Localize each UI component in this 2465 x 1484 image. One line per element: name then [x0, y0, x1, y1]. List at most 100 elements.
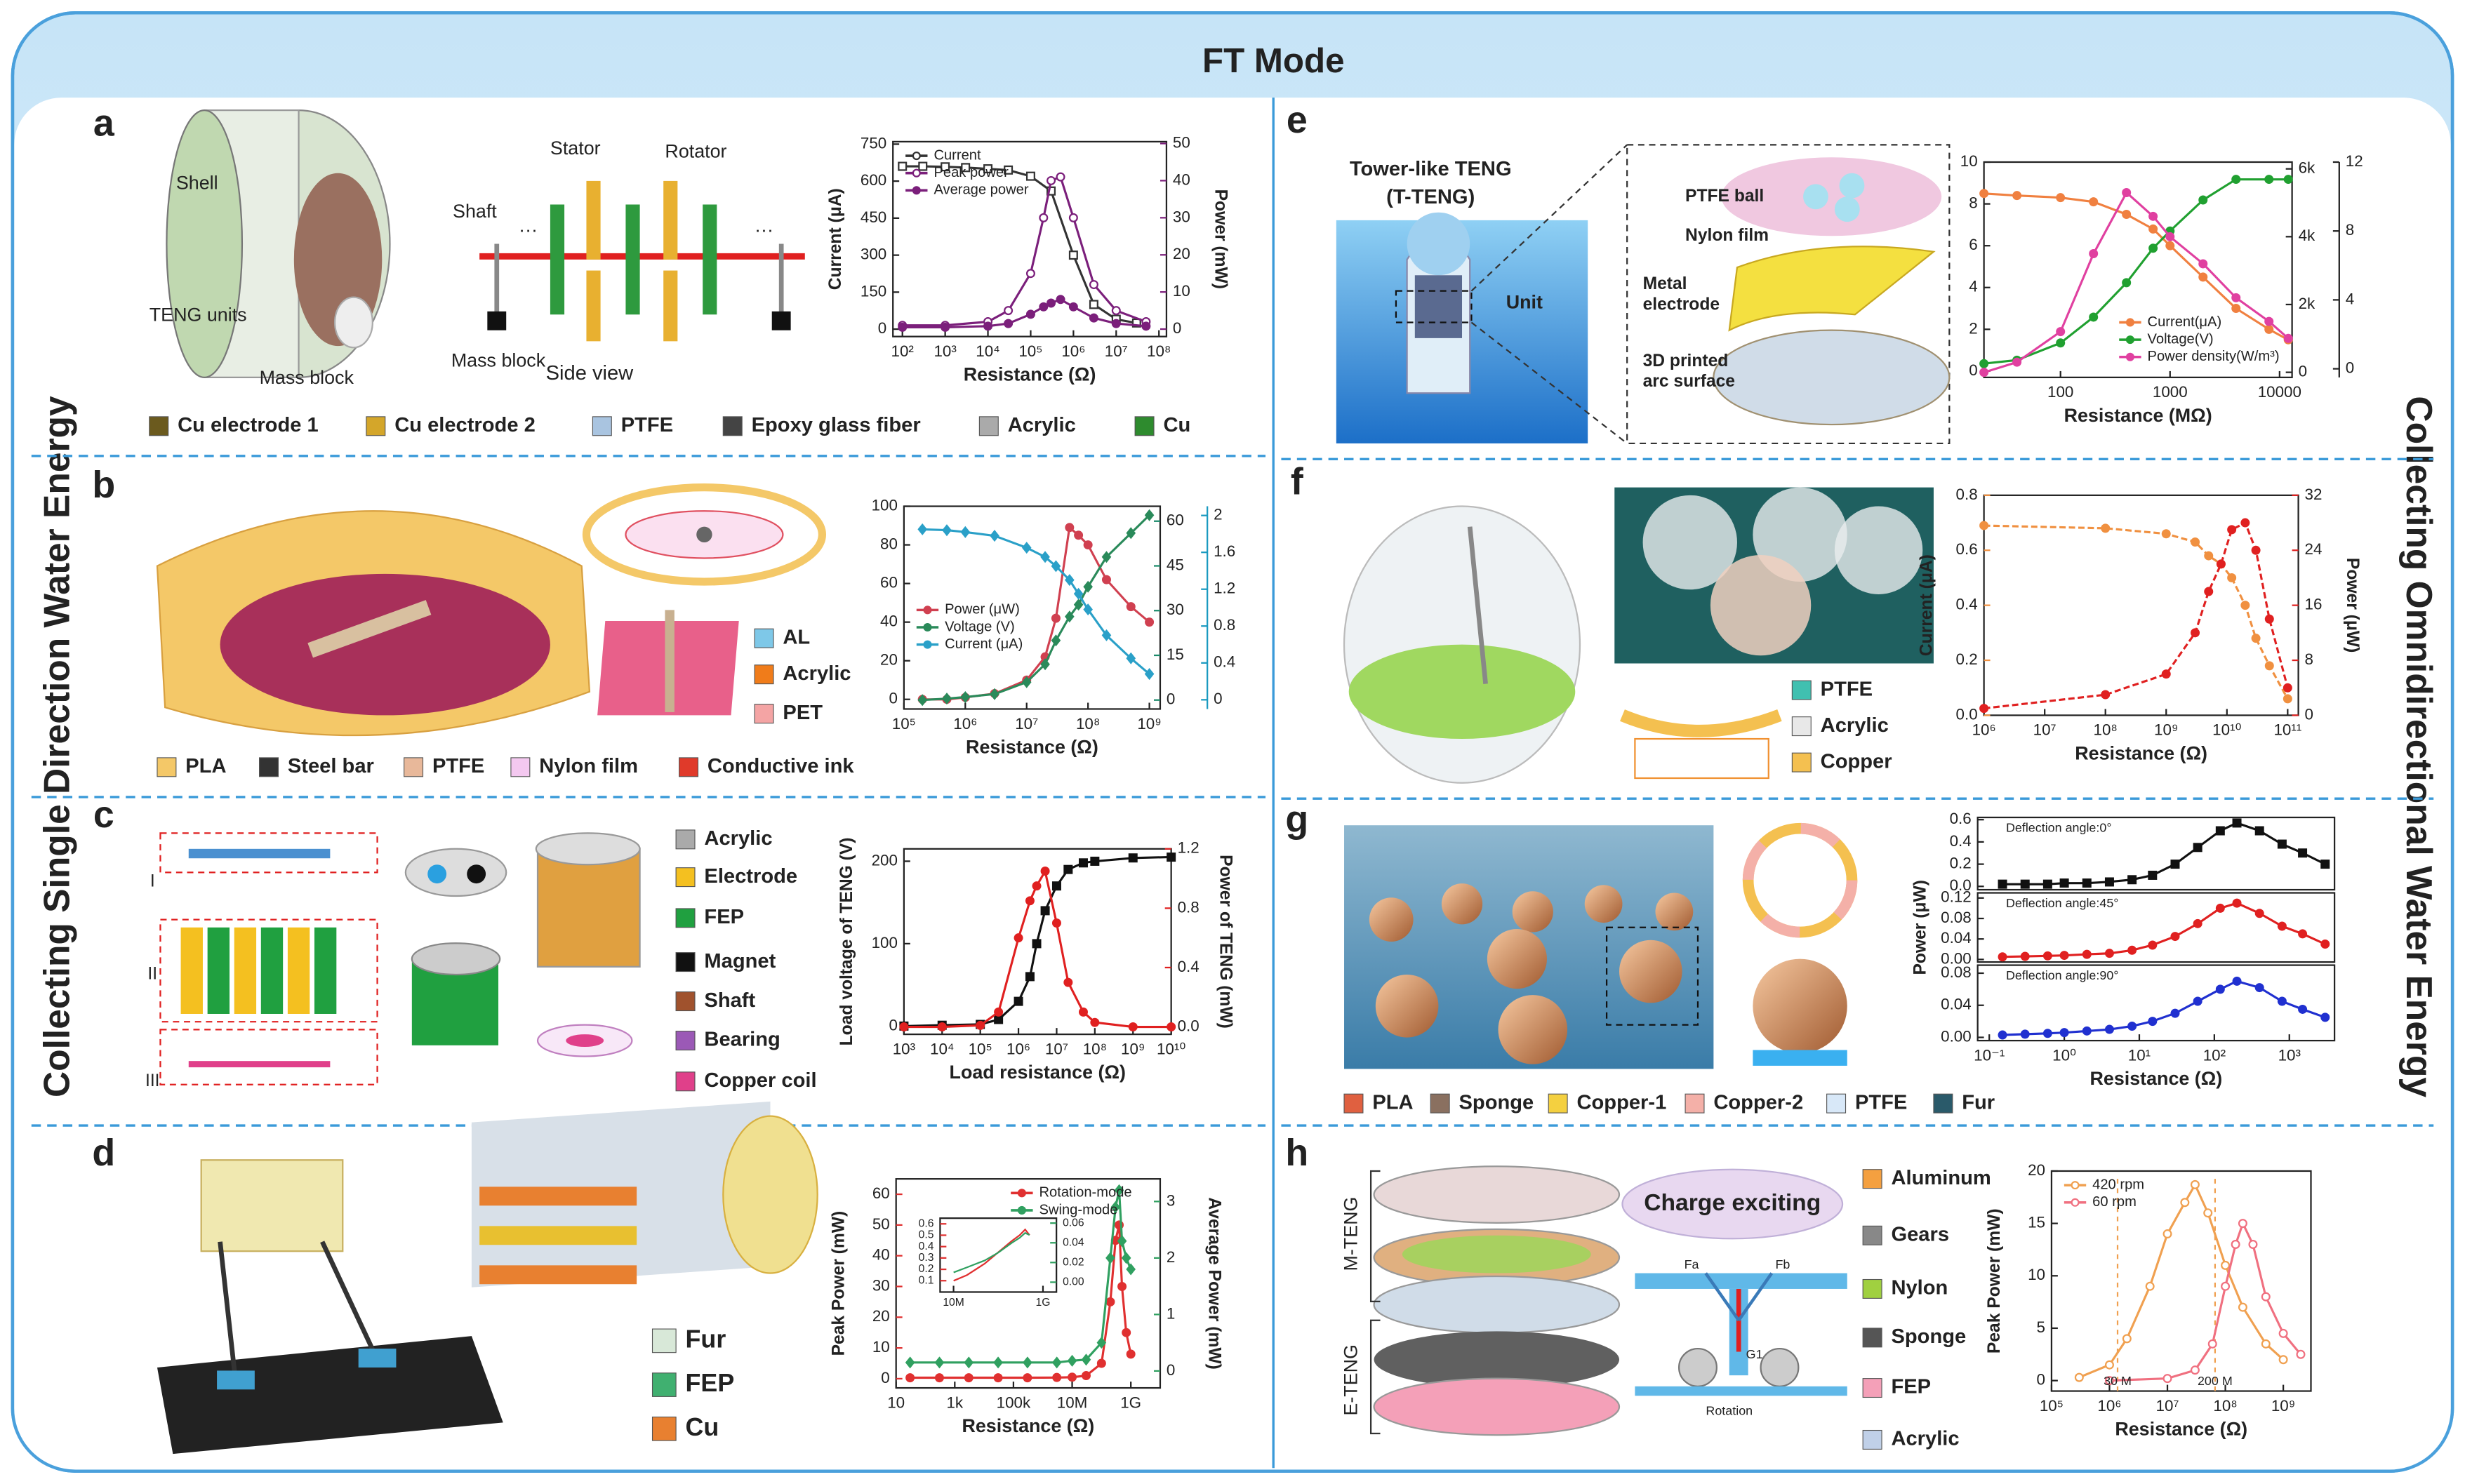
data-point	[2231, 304, 2241, 314]
y-tick-label: 10	[1960, 152, 1978, 170]
data-point	[918, 161, 928, 171]
legend-label: PTFE	[621, 414, 673, 436]
legend-label: Acrylic	[1821, 714, 1889, 737]
y3-tick-label: 0.8	[1214, 616, 1235, 634]
data-point	[1040, 906, 1050, 916]
legend-swatch	[1862, 1378, 1882, 1398]
data-point	[1073, 599, 1084, 611]
data-point	[2277, 921, 2287, 931]
data-point	[2101, 690, 2111, 700]
data-point	[961, 163, 971, 173]
x-tick-label: 10⁶	[1972, 721, 1996, 739]
y2-tick-label: 50	[1173, 133, 1190, 151]
data-point	[2148, 211, 2158, 221]
illustration-label: arc surface	[1643, 372, 1735, 391]
data-point	[1051, 560, 1061, 573]
data-point	[2122, 1334, 2132, 1344]
illustration	[1710, 554, 1812, 656]
illustration	[207, 927, 230, 1014]
data-point	[1051, 613, 1061, 623]
y-tick-label: 0.8	[1956, 486, 1978, 503]
legend-swatch	[1862, 1429, 1882, 1450]
data-point	[2248, 1239, 2258, 1249]
illustration	[1487, 929, 1547, 989]
data-point	[1089, 300, 1098, 309]
illustration	[696, 526, 712, 543]
x-tick-label: 10M	[943, 1297, 964, 1309]
legend-label: PLA	[185, 755, 226, 777]
x-tick-label: 10⁸	[1076, 715, 1100, 733]
data-point	[1979, 521, 1989, 530]
illustration	[1713, 329, 1951, 426]
frame-outline	[11, 11, 2454, 1473]
illustration	[1369, 1319, 1381, 1435]
data-point	[1025, 896, 1035, 906]
data-point	[1144, 668, 1155, 681]
y3-tick-label: 0	[1214, 690, 1222, 707]
data-point	[1126, 652, 1136, 664]
data-point	[1039, 302, 1049, 312]
x-tick-label: 10⁸	[2213, 1397, 2237, 1415]
data-point	[2193, 843, 2202, 853]
data-point	[2254, 983, 2264, 993]
legend-label: AL	[783, 626, 810, 648]
illustration	[427, 864, 447, 884]
data-point	[1056, 172, 1065, 182]
data-point	[2127, 945, 2137, 955]
illustration	[703, 204, 717, 315]
data-point	[960, 690, 971, 703]
data-point	[1089, 313, 1098, 323]
data-point	[2056, 327, 2066, 337]
illustration-label: Shell	[176, 172, 218, 193]
legend-label: Epoxy glass fiber	[752, 414, 921, 436]
illustration	[1373, 1165, 1621, 1224]
data-point	[1117, 1281, 1127, 1291]
legend-marker	[923, 622, 932, 632]
data-point	[2238, 1219, 2247, 1229]
x-tick-label: 10¹⁰	[1157, 1040, 1185, 1057]
x-tick-label: 10⁻¹	[1974, 1046, 2005, 1064]
data-point	[1114, 1184, 1124, 1196]
illustration	[1512, 891, 1553, 932]
y-tick-label: 0.4	[1950, 832, 1972, 850]
data-point	[1078, 858, 1088, 868]
legend-label: Voltage(V)	[2148, 331, 2214, 347]
illustration	[157, 1336, 503, 1455]
data-point	[1144, 509, 1155, 521]
y2-tick-label: 32	[2305, 486, 2323, 503]
data-point	[2238, 1302, 2247, 1312]
data-point	[1021, 542, 1032, 554]
y2-tick-label: 0.00	[1063, 1276, 1084, 1288]
y-axis-label: Power (μW)	[1911, 880, 1930, 975]
illustration	[307, 600, 432, 658]
data-point	[1051, 1356, 1062, 1369]
illustration	[536, 848, 641, 968]
x-tick-label: 10⁶	[1061, 342, 1085, 360]
data-point	[2074, 1372, 2084, 1382]
x-tick-label: 10⁵	[2040, 1397, 2064, 1415]
x-tick-label: 10⁹	[2271, 1397, 2295, 1415]
y-tick-label: 10	[2028, 1266, 2045, 1283]
y2-tick-label: 0	[1167, 1361, 1175, 1379]
illustration	[404, 848, 507, 897]
legend-label: Copper coil	[704, 1069, 816, 1092]
data-point	[2320, 940, 2330, 949]
y2-axis-label: Power (mW)	[1211, 189, 1230, 289]
legend-swatch	[1791, 680, 1812, 700]
data-point	[1004, 165, 1014, 175]
y-tick-label: 200	[872, 851, 898, 869]
data-point	[1167, 1022, 1176, 1032]
y-tick-label: 0	[889, 690, 897, 707]
y-tick-label: 450	[861, 208, 886, 226]
data-point	[2283, 694, 2292, 704]
data-point	[964, 1356, 974, 1369]
data-point	[2104, 1024, 2114, 1034]
illustration-label: Side view	[546, 362, 634, 385]
y-tick-label: 8	[1969, 194, 1977, 212]
y-tick-label: 5	[2037, 1318, 2045, 1336]
y-tick-label: 150	[861, 282, 886, 300]
legend-marker	[923, 606, 932, 615]
data-point	[2012, 191, 2022, 201]
y2-tick-label: 0.04	[1063, 1236, 1084, 1248]
illustration	[166, 109, 244, 378]
